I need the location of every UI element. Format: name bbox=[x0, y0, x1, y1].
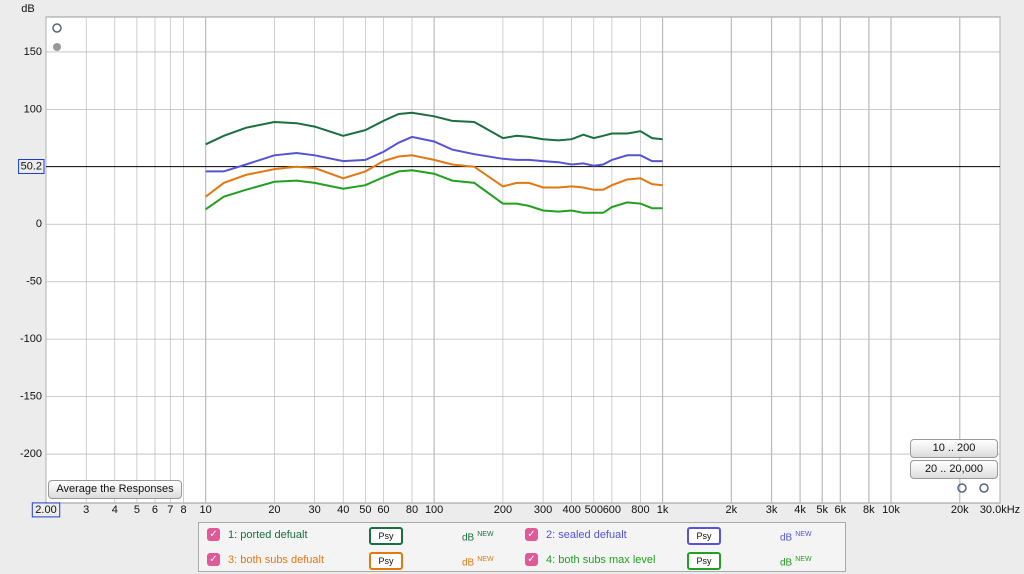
legend-entry: ✓ 1: ported defualt Psy dB NEW bbox=[207, 524, 517, 546]
x-tick-label: 8 bbox=[180, 504, 186, 516]
legend-entry: ✓ 4: both subs max level Psy dB NEW bbox=[525, 549, 835, 571]
y-tick-label: -200 bbox=[20, 448, 42, 460]
psy-button[interactable]: Psy bbox=[687, 527, 721, 545]
legend-entry: ✓ 2: sealed defualt Psy dB NEW bbox=[525, 524, 835, 546]
x-tick-label: 3 bbox=[83, 504, 89, 516]
checkbox[interactable]: ✓ bbox=[525, 528, 538, 541]
x-tick-label: 6k bbox=[835, 504, 847, 516]
unit-text: dB bbox=[780, 532, 793, 544]
response-line bbox=[205, 169, 663, 214]
x-tick-label: 600 bbox=[603, 504, 621, 516]
x-tick-label: 1k bbox=[657, 504, 669, 516]
new-badge: NEW bbox=[795, 531, 812, 538]
x-tick-label: 800 bbox=[631, 504, 649, 516]
y-tick-label: -100 bbox=[20, 333, 42, 345]
x-tick-label: 50 bbox=[359, 504, 371, 516]
y-axis-label: dB bbox=[21, 3, 34, 15]
x-tick-label: 5k bbox=[816, 504, 828, 516]
range-button[interactable]: 10 .. 200 bbox=[910, 439, 998, 458]
psy-button[interactable]: Psy bbox=[369, 552, 403, 570]
checkbox[interactable]: ✓ bbox=[525, 553, 538, 566]
x-tick-label: 20k bbox=[951, 504, 969, 516]
x-tick-label: 80 bbox=[406, 504, 418, 516]
unit-text: dB bbox=[780, 557, 793, 569]
average-button[interactable]: Average the Responses bbox=[48, 480, 182, 499]
x-tick-label: 20 bbox=[268, 504, 280, 516]
range-button[interactable]: 20 .. 20,000 bbox=[910, 460, 998, 479]
x-tick-label: 4k bbox=[794, 504, 806, 516]
x-tick-label: 2.00 bbox=[35, 504, 56, 516]
cursor-label: 50.2 bbox=[21, 160, 42, 172]
x-tick-label: 500 bbox=[585, 504, 603, 516]
x-tick-label: 400 bbox=[562, 504, 580, 516]
y-tick-label: 100 bbox=[24, 103, 42, 115]
new-badge: NEW bbox=[795, 556, 812, 563]
y-tick-label: 0 bbox=[36, 218, 42, 230]
legend: ✓ 1: ported defualt Psy dB NEW ✓ 2: sealed def… bbox=[198, 522, 846, 572]
unit-label: dB NEW bbox=[780, 524, 812, 549]
cursor-box bbox=[18, 158, 45, 174]
legend-label: 3: both subs defualt bbox=[228, 554, 325, 566]
response-line bbox=[205, 154, 663, 198]
x-tick-label: 7 bbox=[167, 504, 173, 516]
x-start-box bbox=[31, 502, 61, 518]
x-tick-label: 40 bbox=[337, 504, 349, 516]
y-tick-label: 150 bbox=[24, 46, 42, 58]
x-tick-label: 6 bbox=[152, 504, 158, 516]
grid bbox=[45, 17, 1001, 503]
x-tick-label: 30.0kHz bbox=[980, 504, 1020, 516]
unit-label: dB NEW bbox=[780, 549, 812, 574]
new-badge: NEW bbox=[477, 556, 494, 563]
legend-label: 1: ported defualt bbox=[228, 529, 308, 541]
x-tick-label: 60 bbox=[377, 504, 389, 516]
legend-label: 2: sealed defualt bbox=[546, 529, 627, 541]
plot-area bbox=[45, 16, 1001, 504]
x-tick-label: 30 bbox=[309, 504, 321, 516]
legend-entry: ✓ 3: both subs defualt Psy dB NEW bbox=[207, 549, 517, 571]
psy-button[interactable]: Psy bbox=[369, 527, 403, 545]
x-tick-label: 3k bbox=[766, 504, 778, 516]
unit-text: dB bbox=[462, 532, 475, 544]
legend-label: 4: both subs max level bbox=[546, 554, 656, 566]
unit-label: dB NEW bbox=[462, 524, 494, 549]
x-tick-label: 8k bbox=[863, 504, 875, 516]
x-tick-label: 100 bbox=[425, 504, 443, 516]
checkbox[interactable]: ✓ bbox=[207, 528, 220, 541]
psy-button[interactable]: Psy bbox=[687, 552, 721, 570]
zoom-icons[interactable] bbox=[52, 23, 989, 493]
unit-label: dB NEW bbox=[462, 549, 494, 574]
new-badge: NEW bbox=[477, 531, 494, 538]
x-tick-label: 2k bbox=[726, 504, 738, 516]
y-tick-label: -150 bbox=[20, 391, 42, 403]
response-line bbox=[205, 135, 663, 173]
y-tick-label: -50 bbox=[26, 276, 42, 288]
x-tick-label: 200 bbox=[494, 504, 512, 516]
x-tick-label: 10k bbox=[882, 504, 900, 516]
x-tick-label: 4 bbox=[112, 504, 118, 516]
x-tick-label: 5 bbox=[134, 504, 140, 516]
x-tick-label: 10 bbox=[200, 504, 212, 516]
x-tick-label: 300 bbox=[534, 504, 552, 516]
response-line bbox=[205, 111, 663, 146]
checkbox[interactable]: ✓ bbox=[207, 553, 220, 566]
unit-text: dB bbox=[462, 557, 475, 569]
